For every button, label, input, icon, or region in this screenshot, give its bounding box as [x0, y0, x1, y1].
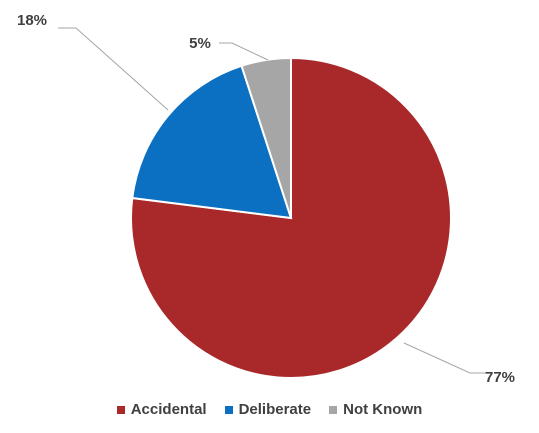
data-label-accidental: 77% — [485, 369, 515, 386]
leader-line-accidental — [403, 342, 487, 374]
legend-swatch-not-known — [329, 405, 338, 414]
legend-swatch-accidental — [116, 405, 125, 414]
pie-slice-deliberate — [131, 64, 293, 220]
legend-swatch-deliberate — [224, 405, 233, 414]
pie-slices — [130, 56, 452, 379]
legend-item-not-known: Not Known — [329, 401, 422, 418]
pie-chart: 77% 18% 5% — [17, 12, 515, 386]
data-label-deliberate: 18% — [17, 12, 47, 29]
leader-line-deliberate — [58, 27, 169, 111]
legend-label-not-known: Not Known — [343, 401, 423, 418]
data-label-not-known: 5% — [189, 35, 211, 52]
legend-item-deliberate: Deliberate — [224, 401, 312, 418]
leader-lines — [58, 27, 487, 374]
data-labels: 77% 18% 5% — [17, 12, 515, 386]
pie-slice-not-known — [240, 56, 292, 219]
legend-label-deliberate: Deliberate — [238, 401, 312, 418]
leader-line-not-known — [219, 42, 269, 61]
legend: Accidental Deliberate Not Known — [0, 401, 539, 418]
legend-item-accidental: Accidental — [116, 401, 207, 418]
legend-label-accidental: Accidental — [130, 401, 207, 418]
